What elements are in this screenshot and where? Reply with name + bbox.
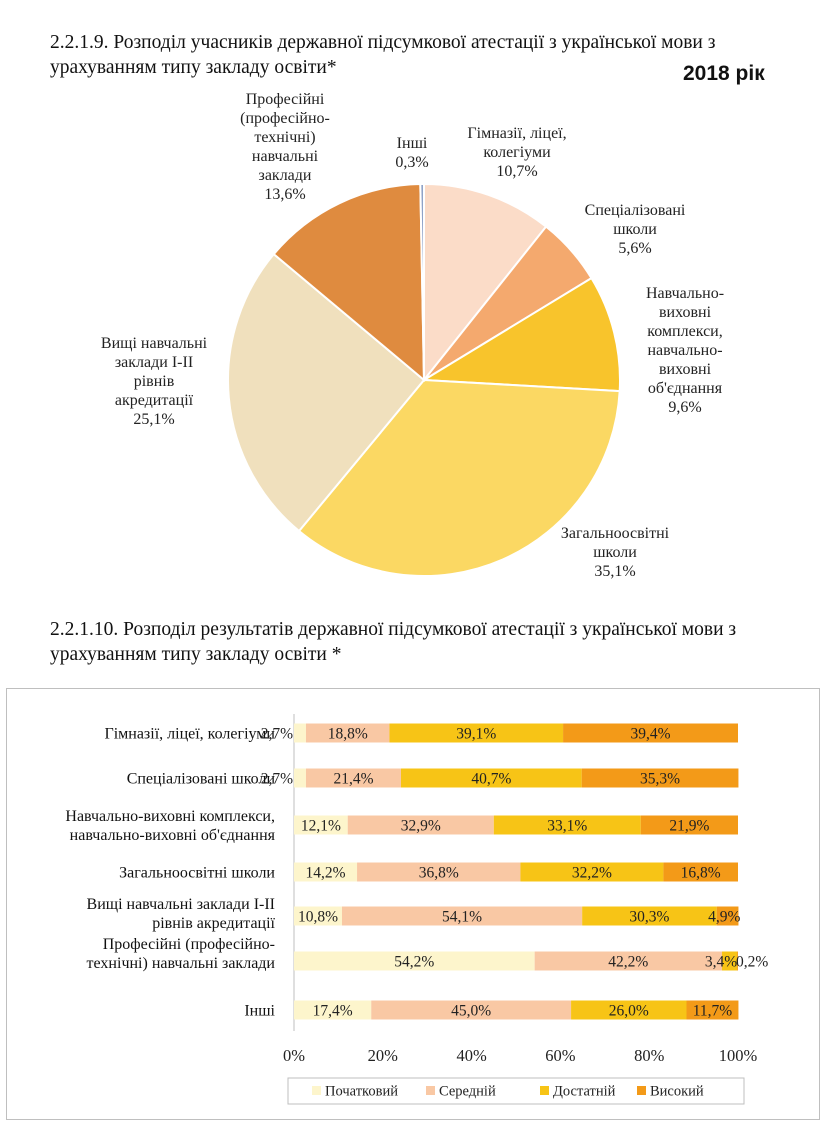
pie-slice-label: Навчально-виховні комплекси, навчально-вих… — [646, 285, 724, 416]
bar-data-label: 17,4% — [313, 1003, 353, 1020]
bar-data-label: 11,7% — [693, 1003, 733, 1020]
legend-label: Середній — [439, 1084, 496, 1100]
x-tick-label: 40% — [456, 1046, 487, 1065]
stacked-bar-chart: 2,7% 18,8% 39,1% 39,4%Гімназії, ліцеї, коле… — [7, 689, 819, 1119]
bar-data-label: 12,1% — [301, 818, 341, 835]
legend-swatch — [540, 1086, 549, 1095]
pie-slice-label: Інші 0,3% — [395, 135, 428, 171]
bar-data-label: 16,8% — [681, 865, 721, 882]
bar-data-label: 54,1% — [442, 909, 482, 926]
category-label: Вищі навчальні заклади І-ІІ рівнів акреди… — [87, 896, 276, 932]
bar-data-label: 21,4% — [333, 771, 373, 788]
bar-data-label: 54,2% — [394, 954, 434, 971]
pie-slice-label: Професійні (професійно-технічні) навчальні… — [240, 91, 330, 203]
category-label: Професійні (професійно-технічні) навчаль… — [87, 936, 276, 972]
category-label: Інші — [244, 1003, 275, 1020]
bar-data-label: 10,8% — [298, 909, 338, 926]
bar-data-label: 18,8% — [328, 726, 368, 743]
legend-label: Достатній — [553, 1084, 616, 1100]
category-label: Спеціалізовані школи — [127, 771, 276, 788]
bar-data-label: 32,2% — [572, 865, 612, 882]
bar-chart-frame: 2,7% 18,8% 39,1% 39,4% Гімназії, ліцеї, коле… — [6, 688, 820, 1120]
pie-slice-label: Вищі навчальні заклади І-ІІ рівнів акредита… — [101, 335, 208, 428]
bar-data-label: 14,2% — [305, 865, 345, 882]
legend-label: Високий — [650, 1084, 704, 1100]
category-label: Навчально-виховні комплекси, навчально-ви… — [65, 808, 275, 844]
bar-data-label: 35,3% — [640, 771, 680, 788]
bar-segment — [294, 769, 306, 788]
bar-data-label: 26,0% — [609, 1003, 649, 1020]
x-tick-label: 20% — [368, 1046, 399, 1065]
x-tick-label: 80% — [634, 1046, 665, 1065]
bar-data-label: 21,9% — [669, 818, 709, 835]
pie-chart-title: 2.2.1.9. Розподіл учасників державної пі… — [50, 30, 790, 80]
bar-chart-title: 2.2.1.10. Розподіл результатів державної… — [50, 617, 750, 667]
bar-data-label: 0,2% — [736, 954, 768, 971]
x-tick-label: 0% — [283, 1046, 305, 1065]
pie-slice-label: Загальноосвітні школи 35,1% — [561, 525, 670, 580]
category-label: Загальноосвітні школи — [119, 865, 275, 882]
bar-data-label: 39,4% — [631, 726, 671, 743]
bar-data-label: 33,1% — [547, 818, 587, 835]
bar-data-label: 42,2% — [608, 954, 648, 971]
legend-swatch — [637, 1086, 646, 1095]
legend-swatch — [312, 1086, 321, 1095]
bar-data-label: 32,9% — [401, 818, 441, 835]
bar-data-label: 45,0% — [451, 1003, 491, 1020]
x-tick-label: 100% — [719, 1046, 758, 1065]
pie-slice-label: Гімназії, ліцеї, колегіуми 10,7% — [467, 125, 566, 180]
bar-data-label: 4,9% — [708, 909, 740, 926]
pie-slice-label: Спеціалізовані школи 5,6% — [585, 202, 686, 257]
bar-data-label: 30,3% — [629, 909, 669, 926]
bar-data-label: 39,1% — [456, 726, 496, 743]
x-tick-label: 60% — [545, 1046, 576, 1065]
bar-data-label: 36,8% — [419, 865, 459, 882]
legend-label: Початковий — [325, 1084, 398, 1100]
bar-data-label: 40,7% — [471, 771, 511, 788]
pie-chart: Гімназії, ліцеї, колегіуми 10,7% Спеціалізо… — [0, 80, 833, 600]
bar-data-label: 3,4% — [705, 954, 737, 971]
legend-swatch — [426, 1086, 435, 1095]
bar-segment — [294, 724, 306, 743]
category-label: Гімназії, ліцеї, колегіуми — [104, 726, 275, 743]
